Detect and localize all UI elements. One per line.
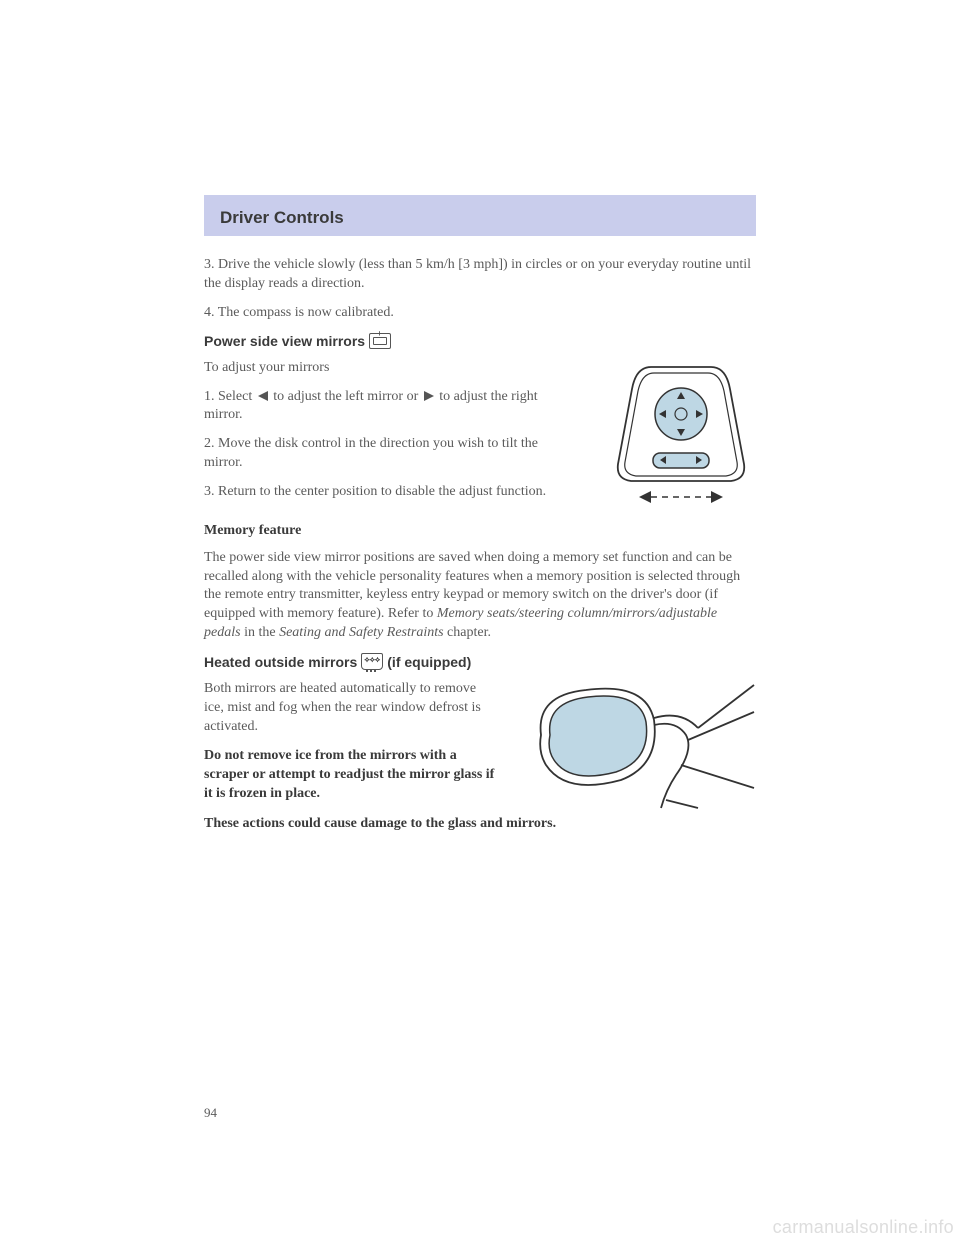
body-paragraph: 3. Drive the vehicle slowly (less than 5… [204, 256, 756, 294]
body-paragraph: 4. The compass is now calibrated. [204, 304, 756, 323]
text-fragment: chapter. [444, 625, 491, 640]
body-paragraph: The power side view mirror positions are… [204, 549, 756, 643]
heading-label-suffix: (if equipped) [387, 654, 471, 670]
body-paragraph: Both mirrors are heated automatically to… [204, 680, 496, 737]
heading-label: Heated outside mirrors [204, 654, 357, 670]
text-fragment: in the [241, 625, 280, 640]
text-italic: Seating and Safety Restraints [279, 625, 443, 640]
triangle-left-icon [258, 391, 268, 401]
mirror-adjust-icon: + [369, 333, 391, 349]
mirror-control-diagram [606, 359, 756, 519]
body-paragraph: 1. Select to adjust the left mirror or t… [204, 388, 576, 426]
sub-heading-memory: Memory feature [204, 523, 756, 539]
page-number: 94 [204, 1105, 217, 1121]
section-heading-power-mirrors: Power side view mirrors + [204, 333, 756, 349]
section-header-band: Driver Controls [204, 195, 756, 236]
body-paragraph: To adjust your mirrors [204, 359, 576, 378]
body-paragraph: 3. Return to the center position to disa… [204, 483, 576, 502]
watermark: carmanualsonline.info [773, 1217, 954, 1238]
text-bold: Do not remove ice from the mirrors with … [204, 748, 494, 801]
page-title: Driver Controls [220, 208, 740, 228]
defrost-icon: ⟡⟡⟡ [361, 653, 383, 670]
heading-label: Power side view mirrors [204, 333, 365, 349]
section-heading-heated-mirrors: Heated outside mirrors ⟡⟡⟡ (if equipped) [204, 653, 756, 670]
body-paragraph: These actions could cause damage to the … [204, 815, 756, 834]
text-fragment: to adjust the left mirror or [273, 389, 418, 404]
text-bold: These actions could cause damage to the … [204, 816, 556, 831]
body-paragraph: Do not remove ice from the mirrors with … [204, 747, 496, 804]
triangle-right-icon [424, 391, 434, 401]
body-paragraph: 2. Move the disk control in the directio… [204, 435, 576, 473]
text-fragment: 1. Select [204, 389, 252, 404]
heated-mirror-diagram [526, 680, 756, 815]
